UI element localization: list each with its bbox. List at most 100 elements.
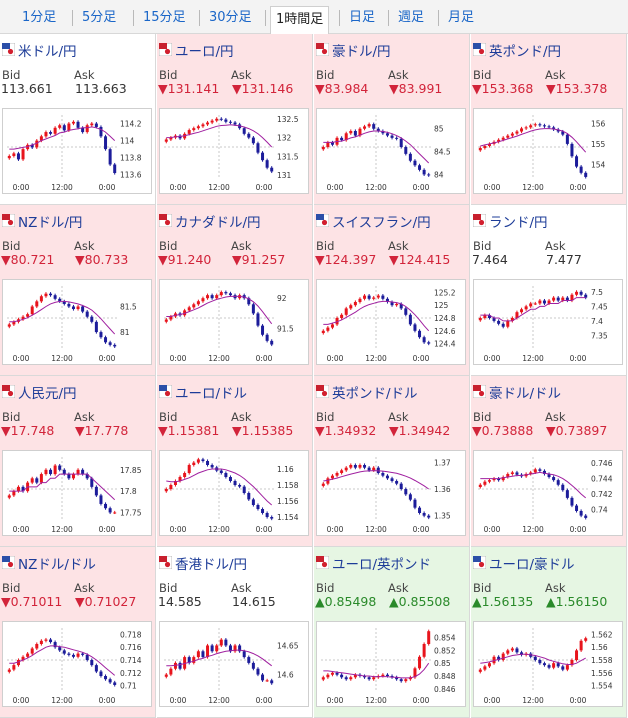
candle-body [575,156,579,167]
candle-body [399,483,403,489]
y-tick-label: 0.716 [120,643,142,652]
bid-label: Bid [159,410,178,424]
candle-body [542,125,546,127]
rate-card[interactable]: ユーロ/円 Bid Ask ▼131.141 ▼131.146 132.5 132 131.5… [157,34,313,205]
candle-body [16,486,20,492]
candle-body [358,128,362,136]
bid-label: Bid [2,239,21,253]
mini-candlestick-chart[interactable]: 1.562 1.56 1.558 1.556 1.554 0:00 12:00 0:00 [473,621,623,707]
ask-price: 7.477 [546,252,582,267]
mini-candlestick-chart[interactable]: 1.16 1.158 1.156 1.154 0:00 12:00 0:00 [159,450,309,536]
mini-candlestick-chart[interactable]: 156 155 154 0:00 12:00 0:00 [473,108,623,194]
y-tick-label: 0.852 [434,646,456,655]
ask-value: 91.257 [241,252,286,267]
mini-candlestick-chart[interactable]: 132.5 132 131.5 131 0:00 12:00 0:00 [159,108,309,194]
bid-label: Bid [316,239,335,253]
tab-2[interactable]: 5分足 [82,10,117,25]
x-tick-label: 0:00 [13,696,30,705]
candle-body [427,342,431,344]
pair-name-link[interactable]: NZドル/ドル [18,557,96,573]
bid-label: Bid [159,239,178,253]
pair-name-link[interactable]: 豪ドル/ドル [489,386,562,402]
candle-body [62,125,66,131]
candle-body [344,308,348,315]
candle-body [178,477,182,481]
tab-5[interactable]: 1時間足 [270,6,330,34]
pair-name-link[interactable]: カナダドル/円 [175,215,261,231]
rate-card[interactable]: ユーロ/ドル Bid Ask ▼1.15381 ▼1.15385 1.16 1.158 1.1… [157,376,313,547]
pair-name-link[interactable]: 英ポンド/ドル [332,386,418,402]
candle-body [7,324,11,327]
y-tick-label: 7.45 [591,302,608,311]
mini-candlestick-chart[interactable]: 14.65 14.6 0:00 12:00 0:00 [159,621,309,707]
moving-average-line [9,126,116,150]
candle-body [108,342,112,345]
tab-8[interactable]: 月足 [448,10,475,25]
candle-body [533,124,537,126]
mini-candlestick-chart[interactable]: 7.5 7.45 7.4 7.35 0:00 12:00 0:00 [473,279,623,365]
x-tick-label: 0:00 [570,696,587,705]
rate-card[interactable]: 人民元/円 Bid Ask ▼17.748 ▼17.778 17.85 17.8 17.75 0… [0,376,156,547]
bid-label: Bid [473,68,492,82]
mini-candlestick-chart[interactable]: 0.854 0.852 0.85 0.848 0.846 0:00 12:00 0:00 [316,621,466,707]
rate-card[interactable]: ランド/円 Bid Ask 7.464 7.477 7.5 7.45 7.4 7.35 0:00 1… [471,205,627,376]
mini-candlestick-chart[interactable]: 114.2 114 113.8 113.6 0:00 12:00 0:00 [2,108,152,194]
mini-candlestick-chart[interactable]: 81.5 81 0:00 12:00 0:00 [2,279,152,365]
rate-card[interactable]: NZドル/ドル Bid Ask ▼0.71011 ▼0.71027 0.718 0.716 0… [0,547,156,718]
pair-name-link[interactable]: スイスフラン/円 [332,215,431,231]
candle-body [228,477,232,481]
tab-4[interactable]: 30分足 [209,10,252,25]
mini-candlestick-chart[interactable]: 0.718 0.716 0.714 0.712 0.71 0:00 12:00 0:00 [2,621,152,707]
bid-value: 1.34932 [324,423,377,438]
ask-label: Ask [74,68,95,82]
rate-card[interactable]: 米ドル/円 Bid Ask 113.661 113.663 114.2 114 113.8 11… [0,34,156,205]
tab-6[interactable]: 日足 [349,10,376,25]
chart-svg: 92 91.5 0:00 12:00 0:00 [164,286,294,363]
mini-candlestick-chart[interactable]: 85 84.5 84 0:00 12:00 0:00 [316,108,466,194]
pair-name-link[interactable]: 香港ドル/円 [175,557,248,573]
y-tick-label: 1.16 [277,465,294,474]
rate-card[interactable]: スイスフラン/円 Bid Ask ▼124.397 ▼124.415 125.2 125 12… [314,205,470,376]
x-tick-label: 0:00 [413,696,430,705]
rate-card[interactable]: ユーロ/豪ドル Bid Ask ▲1.56135 ▲1.56150 1.562 1.56 1.… [471,547,627,718]
pair-name-link[interactable]: ユーロ/円 [175,44,234,60]
rate-card[interactable]: 香港ドル/円 Bid Ask 14.585 14.615 14.65 14.6 0:00 12:… [157,547,313,718]
mini-candlestick-chart[interactable]: 1.37 1.36 1.35 0:00 12:00 0:00 [316,450,466,536]
rate-card[interactable]: 英ポンド/ドル Bid Ask ▼1.34932 ▼1.34942 1.37 1.36 1.3… [314,376,470,547]
tab-3[interactable]: 15分足 [143,10,186,25]
mini-candlestick-chart[interactable]: 92 91.5 0:00 12:00 0:00 [159,279,309,365]
y-tick-label: 0.854 [434,634,456,643]
rate-card[interactable]: 豪ドル/ドル Bid Ask ▼0.73888 ▼0.73897 0.746 0.744 0.… [471,376,627,547]
tab-1[interactable]: 1分足 [22,10,57,25]
candle-body [533,469,537,473]
rate-card[interactable]: NZドル/円 Bid Ask ▼80.721 ▼80.733 81.5 81 0:00 12:0… [0,205,156,376]
pair-name-link[interactable]: ユーロ/豪ドル [489,557,575,573]
rate-card[interactable]: ユーロ/英ポンド Bid Ask ▲0.85498 ▲0.85508 0.854 0.852… [314,547,470,718]
tab-7[interactable]: 週足 [398,10,425,25]
pair-name-link[interactable]: 人民元/円 [18,386,77,402]
pair-name-link[interactable]: ユーロ/ドル [175,386,248,402]
pair-name-link[interactable]: NZドル/円 [18,215,83,231]
candle-body [358,465,362,468]
pair-name-link[interactable]: ユーロ/英ポンド [332,557,432,573]
rate-card[interactable]: 英ポンド/円 Bid Ask ▼153.368 ▼153.378 156 155 154 0:0… [471,34,627,205]
rate-card[interactable]: カナダドル/円 Bid Ask ▼91.240 ▼91.257 92 91.5 0:00 12:… [157,205,313,376]
candle-body [579,166,583,173]
mini-candlestick-chart[interactable]: 0.746 0.744 0.742 0.74 0:00 12:00 0:00 [473,450,623,536]
candle-body [510,472,514,474]
pair-name-link[interactable]: ランド/円 [489,215,548,231]
candle-body [418,656,422,669]
candle-body [67,474,71,479]
pair-name-link[interactable]: 米ドル/円 [18,44,77,60]
x-tick-label: 12:00 [365,183,387,192]
pair-name-link[interactable]: 英ポンド/円 [489,44,562,60]
bid-price: 7.464 [472,252,508,267]
rate-card[interactable]: 豪ドル/円 Bid Ask ▼83.984 ▼83.991 85 84.5 84 0:00 12:… [314,34,470,205]
candle-body [515,312,519,318]
candle-body [349,305,353,309]
pair-name-link[interactable]: 豪ドル/円 [332,44,391,60]
y-tick-label: 156 [591,119,606,128]
candle-body [247,657,251,663]
mini-candlestick-chart[interactable]: 17.85 17.8 17.75 0:00 12:00 0:00 [2,450,152,536]
mini-candlestick-chart[interactable]: 125.2 125 124.8 124.6 124.4 0:00 12:00 0:00 [316,279,466,365]
